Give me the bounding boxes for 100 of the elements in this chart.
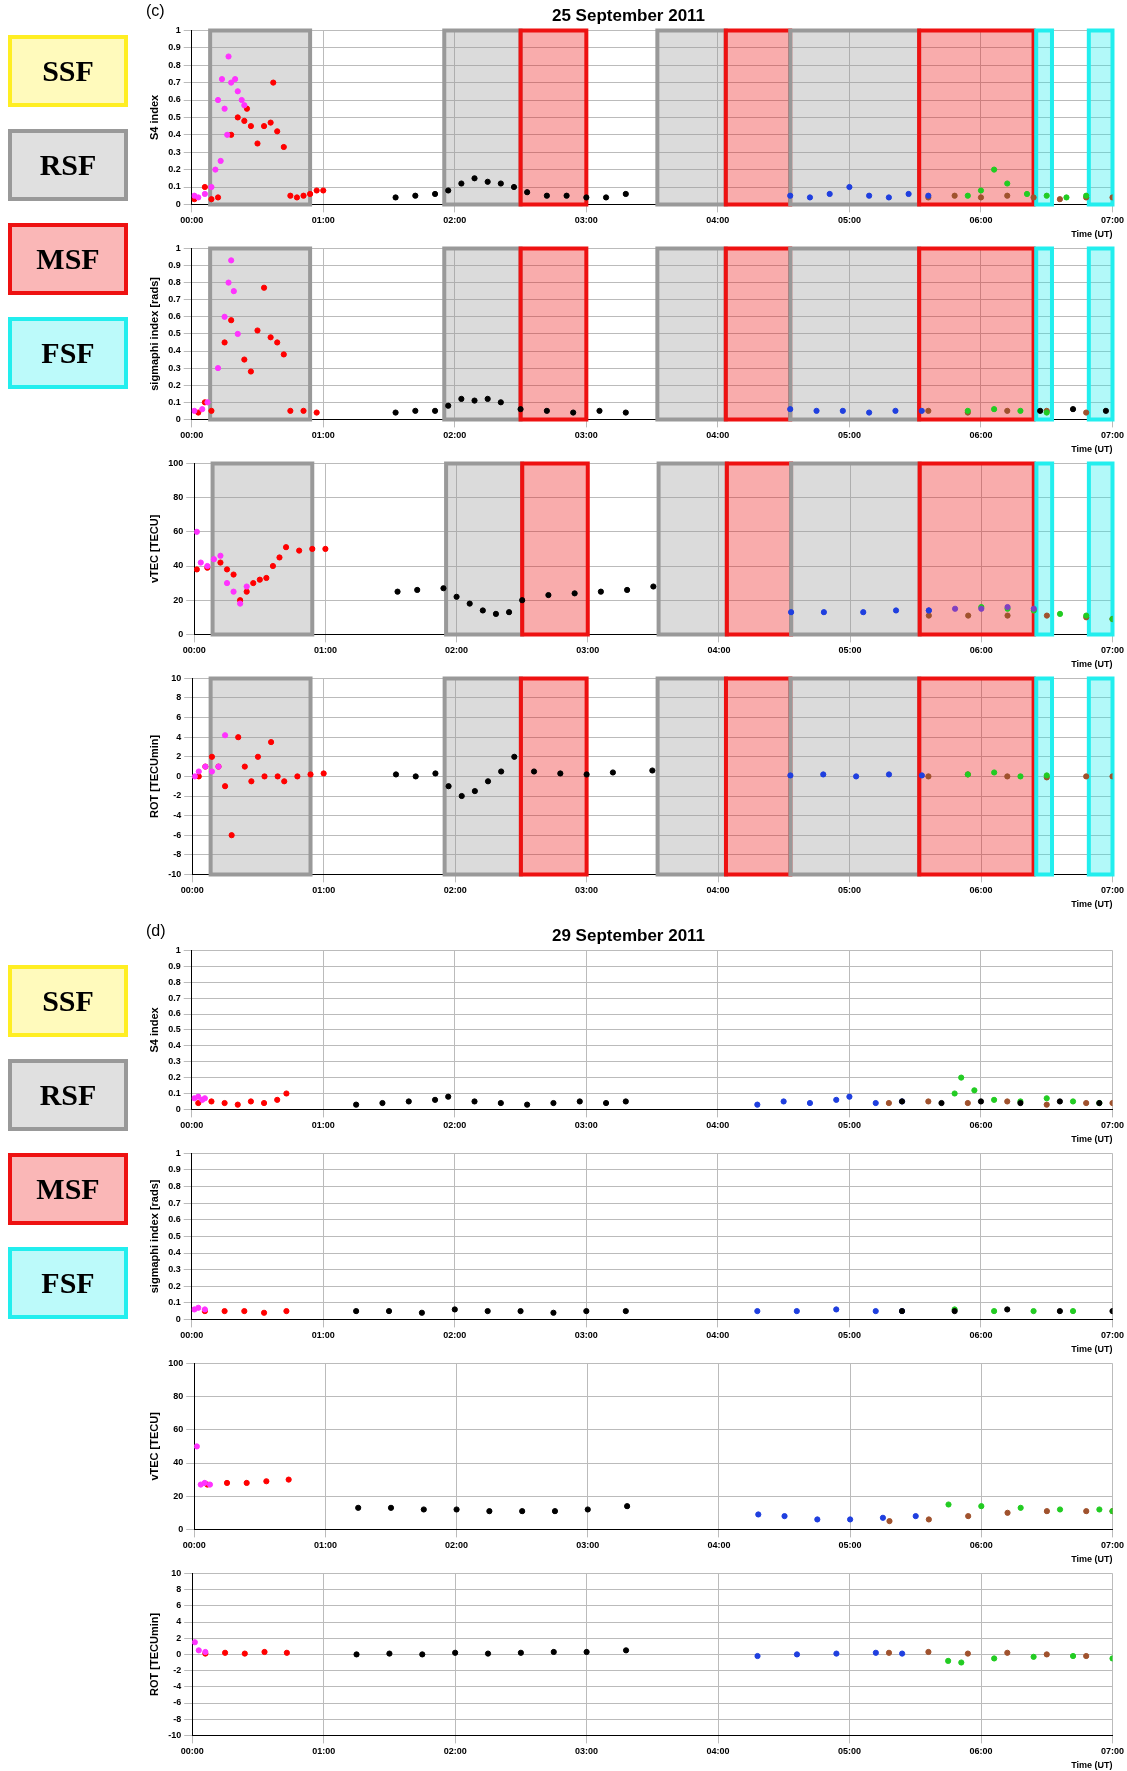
x-axis-title: Time (UT) [1071,1760,1113,1771]
y-tick-label: 0.8 [168,1181,181,1192]
x-tick-label: 02:00 [443,1330,467,1341]
y-tick-label: 0.5 [168,1230,181,1241]
x-tick-label: 06:00 [969,430,993,441]
x-tick-label: 01:00 [311,215,335,226]
x-tick-label: 01:00 [311,430,335,441]
x-tick-label: 07:00 [1100,885,1125,896]
y-tick-label: 20 [173,594,184,605]
x-tick-label: 02:00 [443,430,467,441]
x-tick-label: 06:00 [969,1120,993,1131]
y-tick-label: 0.1 [168,1087,181,1098]
x-tick-label: 04:00 [706,1746,730,1757]
text: MSF [8,1153,128,1225]
y-tick-label: 0.3 [168,1056,181,1067]
x-tick-label: 00:00 [180,215,204,226]
y-tick-label: 0.1 [168,396,181,407]
x-tick-label: 04:00 [707,645,731,656]
x-tick-label: 06:00 [969,885,993,896]
x-tick-label: 05:00 [838,1540,862,1551]
y-tick-label: 40 [173,560,184,571]
y-tick-label: 100 [168,1357,184,1368]
y-tick-label: 0.9 [168,960,181,971]
y-tick-label: 0 [175,198,181,209]
x-tick-label: 06:00 [969,215,993,226]
chart-title: 29 September 2011 [551,925,706,945]
y-tick-label: 4 [176,1616,182,1627]
x-axis-title: Time (UT) [1071,1134,1113,1145]
y-tick-label: 0.5 [168,111,181,122]
x-tick-label: 04:00 [707,1540,731,1551]
x-tick-label: 03:00 [574,430,598,441]
x-tick-label: 00:00 [180,430,204,441]
x-tick-label: 07:00 [1100,1540,1125,1551]
y-tick-label: 60 [173,526,184,537]
text: (c) [146,2,165,20]
text: RSF [8,129,128,201]
text: (d) [146,922,166,940]
chart-title: 25 September 2011 [551,5,706,25]
text: SSF [8,35,128,107]
x-tick-label: 05:00 [837,1330,861,1341]
y-tick-label: 0.9 [168,259,181,270]
x-tick-label: 00:00 [180,1746,204,1757]
y-tick-label: 0.7 [168,294,181,305]
x-axis-title: Time (UT) [1071,899,1113,910]
y-tick-label: -4 [173,810,182,821]
x-axis-title: Time (UT) [1071,1554,1113,1565]
x-tick-label: 00:00 [180,1120,204,1131]
y-tick-label: 0.6 [168,311,181,322]
y-tick-label: 0 [178,1523,184,1534]
x-tick-label: 07:00 [1100,1330,1125,1341]
x-tick-label: 03:00 [575,885,599,896]
y-tick-label: 6 [176,712,182,723]
y-tick-label: 0.5 [168,328,181,339]
x-tick-label: 00:00 [180,1330,204,1341]
text: RSF [8,1059,128,1131]
y-tick-label: 0.7 [168,77,181,88]
x-axis-title: Time (UT) [1071,659,1113,670]
y-tick-label: 0.2 [168,1072,181,1083]
text: MSF [8,223,128,295]
y-tick-label: -4 [173,1681,182,1692]
x-tick-label: 03:00 [576,645,600,656]
x-tick-label: 04:00 [706,430,730,441]
x-tick-label: 07:00 [1100,645,1125,656]
y-tick-label: 0 [175,1103,181,1114]
x-axis-title: Time (UT) [1071,1344,1113,1355]
x-tick-label: 04:00 [706,215,730,226]
y-tick-label: 0.2 [168,379,181,390]
y-tick-label: 0.9 [168,42,181,53]
y-tick-label: 0.4 [168,345,181,356]
y-tick-label: 0.7 [168,992,181,1003]
y-tick-label: 0.6 [168,1214,181,1225]
y-tick-label: 10 [171,1567,182,1578]
x-tick-label: 06:00 [969,1540,993,1551]
y-tick-label: 0.4 [168,1247,181,1258]
y-tick-label: 6 [176,1600,182,1611]
y-tick-label: 0.3 [168,362,181,373]
x-tick-label: 05:00 [837,215,861,226]
y-tick-label: 0 [175,413,181,424]
y-tick-label: -2 [173,790,182,801]
y-tick-label: -10 [168,868,182,879]
y-axis-title: vTEC [TECU] [147,514,160,584]
x-tick-label: 07:00 [1100,215,1125,226]
x-tick-label: 04:00 [706,885,730,896]
x-tick-label: 03:00 [575,1746,599,1757]
y-tick-label: -6 [173,829,182,840]
x-tick-label: 03:00 [576,1540,600,1551]
y-tick-label: 0 [176,770,182,781]
y-tick-label: 0.8 [168,59,181,70]
y-axis-title: sigmaphi index [rads] [147,1179,160,1294]
y-tick-label: -8 [173,1713,182,1724]
x-tick-label: 01:00 [313,645,337,656]
y-tick-label: 0.8 [168,277,181,288]
y-tick-label: 0.1 [168,181,181,192]
x-tick-label: 01:00 [311,1330,335,1341]
y-tick-label: 1 [175,24,181,35]
y-tick-label: 0.2 [168,1280,181,1291]
x-tick-label: 07:00 [1100,1746,1125,1757]
text: FSF [8,1247,128,1319]
y-tick-label: 0.5 [168,1024,181,1035]
text: FSF [8,317,128,389]
